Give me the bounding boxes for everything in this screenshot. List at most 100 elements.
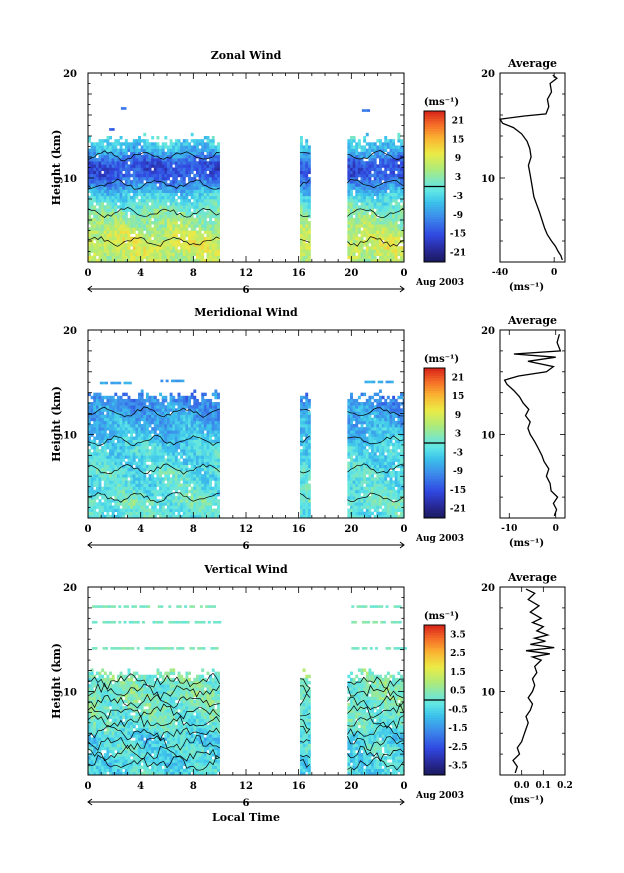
heatmap-cell bbox=[182, 461, 186, 466]
heatmap-cell bbox=[161, 195, 165, 200]
heatmap-cell bbox=[169, 230, 173, 234]
heatmap-cell bbox=[101, 474, 105, 478]
heatmap-cell bbox=[198, 411, 202, 415]
heatmap-cell bbox=[214, 202, 218, 206]
heatmap-cell bbox=[145, 148, 149, 153]
heatmap-cell bbox=[111, 233, 115, 238]
heatmap-cell bbox=[299, 142, 303, 146]
heatmap-cell bbox=[397, 258, 401, 263]
heatmap-cell bbox=[214, 496, 218, 500]
heatmap-cell bbox=[368, 224, 372, 228]
heatmap-cell bbox=[119, 154, 123, 159]
heatmap-cell bbox=[302, 192, 306, 197]
heatmap-cell bbox=[185, 427, 189, 431]
heatmap-cell bbox=[397, 164, 401, 168]
heatmap-cell bbox=[148, 148, 152, 153]
heatmap-cell bbox=[182, 233, 186, 238]
heatmap-cell bbox=[384, 246, 388, 250]
heatmap-cell bbox=[164, 433, 168, 437]
heatmap-cell bbox=[172, 170, 176, 175]
heatmap-cell bbox=[402, 246, 405, 250]
heatmap-cell bbox=[103, 192, 107, 197]
heatmap-cell bbox=[88, 243, 91, 247]
heatmap-cell bbox=[355, 148, 359, 153]
heatmap-cell bbox=[174, 420, 178, 425]
heatmap-cell bbox=[156, 458, 160, 462]
heatmap-cell bbox=[360, 199, 364, 203]
heatmap-cell bbox=[371, 148, 375, 153]
heatmap-cell bbox=[209, 417, 213, 422]
heatmap-cell bbox=[302, 208, 306, 212]
heatmap-cell bbox=[180, 186, 184, 190]
heatmap-cell bbox=[161, 436, 165, 440]
heatmap-cell bbox=[203, 455, 207, 459]
heatmap-cell bbox=[138, 167, 141, 171]
heatmap-cell bbox=[357, 170, 361, 175]
heatmap-cell bbox=[127, 246, 131, 250]
heatmap-cell bbox=[182, 449, 186, 453]
heatmap-cell bbox=[386, 176, 390, 181]
heatmap-cell bbox=[299, 136, 303, 140]
heatmap-cell bbox=[381, 224, 385, 228]
heatmap-cell bbox=[195, 505, 199, 509]
heatmap-cell bbox=[209, 236, 213, 241]
heatmap-cell bbox=[182, 249, 186, 253]
heatmap-cell bbox=[153, 195, 157, 200]
heatmap-cell bbox=[376, 246, 380, 250]
heatmap-cell bbox=[302, 158, 306, 162]
heatmap-cell bbox=[182, 224, 186, 228]
heatmap-cell bbox=[103, 186, 107, 190]
heatmap-cell bbox=[355, 217, 359, 222]
heatmap-cell bbox=[350, 151, 353, 156]
heatmap-cell bbox=[193, 433, 197, 437]
heatmap-cell bbox=[378, 189, 382, 193]
heatmap-cell bbox=[109, 505, 112, 509]
heatmap-cell bbox=[193, 402, 197, 406]
heatmap-cell bbox=[193, 483, 197, 487]
heatmap-cell bbox=[90, 452, 94, 456]
heatmap-cell bbox=[114, 258, 118, 263]
heatmap-cell bbox=[164, 224, 168, 228]
heatmap-cell bbox=[116, 405, 120, 409]
heatmap-cell bbox=[132, 483, 136, 487]
heatmap-cell bbox=[119, 158, 123, 162]
heatmap-cell bbox=[355, 173, 359, 178]
heatmap-cell bbox=[135, 398, 139, 403]
heatmap-cell bbox=[214, 170, 218, 175]
heatmap-cell bbox=[124, 480, 128, 484]
heatmap-cell bbox=[206, 499, 210, 503]
heatmap-cell bbox=[203, 408, 207, 412]
heatmap-cell bbox=[135, 508, 139, 513]
heatmap-cell bbox=[299, 192, 303, 197]
heatmap-cell bbox=[135, 430, 139, 434]
heatmap-cell bbox=[101, 492, 105, 497]
heatmap-cell bbox=[195, 408, 199, 412]
heatmap-cell bbox=[394, 158, 398, 162]
heatmap-cell bbox=[88, 405, 91, 409]
heatmap-cell bbox=[93, 164, 97, 168]
heatmap-cell bbox=[180, 199, 184, 203]
heatmap-cell bbox=[360, 173, 364, 178]
heatmap-cell bbox=[164, 477, 168, 481]
heatmap-cell bbox=[101, 496, 105, 500]
heatmap-cell bbox=[193, 199, 197, 203]
heatmap-cell bbox=[193, 205, 197, 209]
heatmap-cell bbox=[138, 445, 141, 450]
heatmap-cell bbox=[347, 145, 351, 149]
heatmap-cell bbox=[103, 233, 107, 238]
heatmap-cell bbox=[299, 499, 303, 503]
heatmap-cell bbox=[347, 227, 351, 231]
heatmap-cell bbox=[392, 189, 396, 193]
heatmap-cell bbox=[167, 411, 170, 415]
heatmap-cell bbox=[392, 255, 396, 260]
heatmap-cell bbox=[164, 474, 168, 478]
heatmap-cell bbox=[217, 511, 220, 516]
heatmap-cell bbox=[88, 449, 91, 453]
heatmap-cell bbox=[214, 221, 218, 225]
heatmap-cell bbox=[386, 142, 390, 146]
heatmap-cell bbox=[109, 492, 112, 497]
heatmap-cell bbox=[376, 239, 380, 244]
heatmap-cell bbox=[122, 511, 126, 516]
heatmap-cell bbox=[132, 183, 136, 187]
heatmap-cell bbox=[106, 236, 110, 241]
